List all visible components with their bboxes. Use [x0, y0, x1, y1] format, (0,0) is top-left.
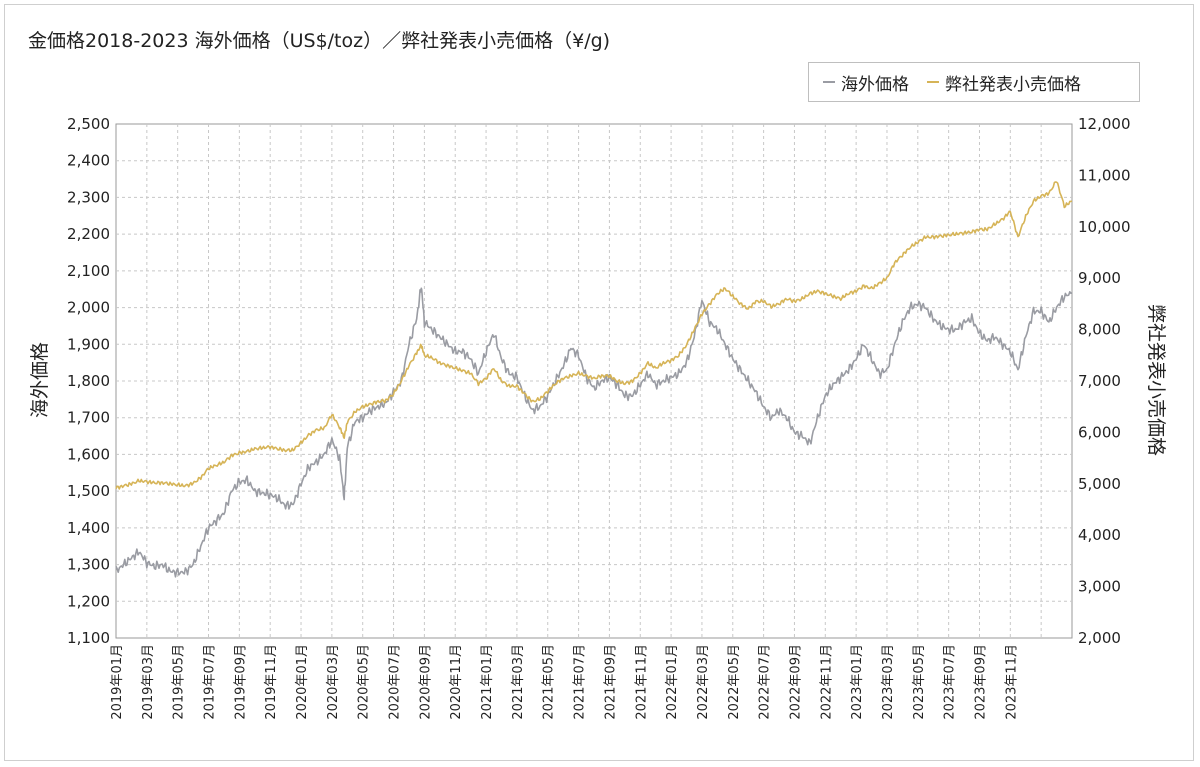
y2-tick-label: 12,000	[1078, 115, 1131, 133]
x-tick-label: 2021年01月	[480, 644, 495, 720]
x-tick-label: 2021年09月	[603, 644, 618, 720]
y-tick-label: 1,500	[67, 482, 110, 500]
y-tick-label: 1,100	[67, 629, 110, 647]
x-tick-label: 2021年05月	[542, 644, 557, 720]
y2-tick-label: 5,000	[1078, 475, 1121, 493]
y-tick-label: 2,100	[67, 262, 110, 280]
x-tick-label: 2020年07月	[388, 644, 403, 720]
x-tick-label: 2023年03月	[881, 644, 896, 720]
x-tick-label: 2022年01月	[665, 644, 680, 720]
legend-label-overseas: 海外価格	[841, 74, 909, 95]
y2-tick-label: 9,000	[1078, 269, 1121, 287]
legend-swatch-retail	[927, 81, 939, 83]
y-tick-label: 2,300	[67, 188, 110, 206]
x-tick-label: 2023年11月	[1004, 644, 1019, 720]
x-tick-label: 2022年07月	[758, 644, 773, 720]
x-tick-label: 2019年09月	[233, 644, 248, 720]
y2-tick-label: 3,000	[1078, 578, 1121, 596]
y2-axis-title: 弊社発表小売価格	[1145, 304, 1167, 456]
y-tick-label: 1,800	[67, 372, 110, 390]
y-tick-label: 1,200	[67, 592, 110, 610]
y2-tick-label: 2,000	[1078, 629, 1121, 647]
y2-tick-label: 6,000	[1078, 423, 1121, 441]
x-tick-label: 2021年11月	[634, 644, 649, 720]
grid	[115, 123, 1073, 639]
x-tick-label: 2021年03月	[511, 644, 526, 720]
y-tick-label: 1,700	[67, 409, 110, 427]
x-tick-label: 2020年09月	[418, 644, 433, 720]
x-tick-label: 2022年03月	[696, 644, 711, 720]
x-tick-label: 2021年07月	[573, 644, 588, 720]
y2-tick-label: 4,000	[1078, 526, 1121, 544]
legend-swatch-overseas	[823, 81, 835, 83]
y-axis-ticks: 1,100 1,200 1,300 1,400 1,500 1,600 1,700 1,800…	[67, 115, 110, 647]
legend-label-retail: 弊社発表小売価格	[945, 74, 1081, 95]
y-tick-label: 2,500	[67, 115, 110, 133]
x-tick-label: 2019年11月	[264, 644, 279, 720]
x-tick-label: 2023年09月	[973, 644, 988, 720]
y2-axis-ticks: 2,000 3,000 4,000 5,000 6,000 7,000 8,000 9,000…	[1078, 115, 1131, 647]
y2-tick-label: 8,000	[1078, 321, 1121, 339]
x-tick-label: 2019年03月	[141, 644, 156, 720]
axis-titles: 海外価格 弊社発表小売価格	[29, 304, 1167, 456]
x-tick-label: 2022年05月	[727, 644, 742, 720]
y2-tick-label: 11,000	[1078, 166, 1131, 184]
y-tick-label: 2,400	[67, 152, 110, 170]
series-lines	[115, 181, 1073, 578]
y-tick-label: 1,400	[67, 519, 110, 537]
y-tick-label: 1,900	[67, 335, 110, 353]
y-tick-label: 2,000	[67, 299, 110, 317]
x-tick-label: 2022年09月	[788, 644, 803, 720]
y2-tick-label: 7,000	[1078, 372, 1121, 390]
chart-title: 金価格2018-2023 海外価格（US$/toz）／弊社発表小売価格（¥/g)	[28, 30, 611, 52]
chart-frame	[4, 4, 1194, 761]
x-tick-label: 2023年01月	[850, 644, 865, 720]
x-tick-label: 2022年11月	[819, 644, 834, 720]
x-tick-label: 2019年07月	[203, 644, 218, 720]
legend-item-overseas: 海外価格	[823, 70, 909, 95]
x-tick-label: 2020年05月	[357, 644, 372, 720]
y-tick-label: 1,600	[67, 445, 110, 463]
legend: 海外価格 弊社発表小売価格	[808, 62, 1140, 102]
x-tick-label: 2020年03月	[326, 644, 341, 720]
series-line-retail	[115, 181, 1073, 490]
y-tick-label: 1,300	[67, 556, 110, 574]
legend-item-retail: 弊社発表小売価格	[927, 70, 1081, 95]
y-tick-label: 2,200	[67, 225, 110, 243]
x-axis-ticks: 2019年01月 2019年03月 2019年05月 2019年07月 2019年09月…	[110, 644, 1019, 720]
x-tick-label: 2019年05月	[172, 644, 187, 720]
x-tick-label: 2020年01月	[295, 644, 310, 720]
y2-tick-label: 10,000	[1078, 218, 1131, 236]
x-tick-label: 2020年11月	[449, 644, 464, 720]
x-tick-label: 2023年05月	[912, 644, 927, 720]
y-axis-title: 海外価格	[29, 342, 51, 418]
x-tick-label: 2023年07月	[943, 644, 958, 720]
x-tick-label: 2019年01月	[110, 644, 125, 720]
series-line-overseas	[115, 287, 1073, 578]
